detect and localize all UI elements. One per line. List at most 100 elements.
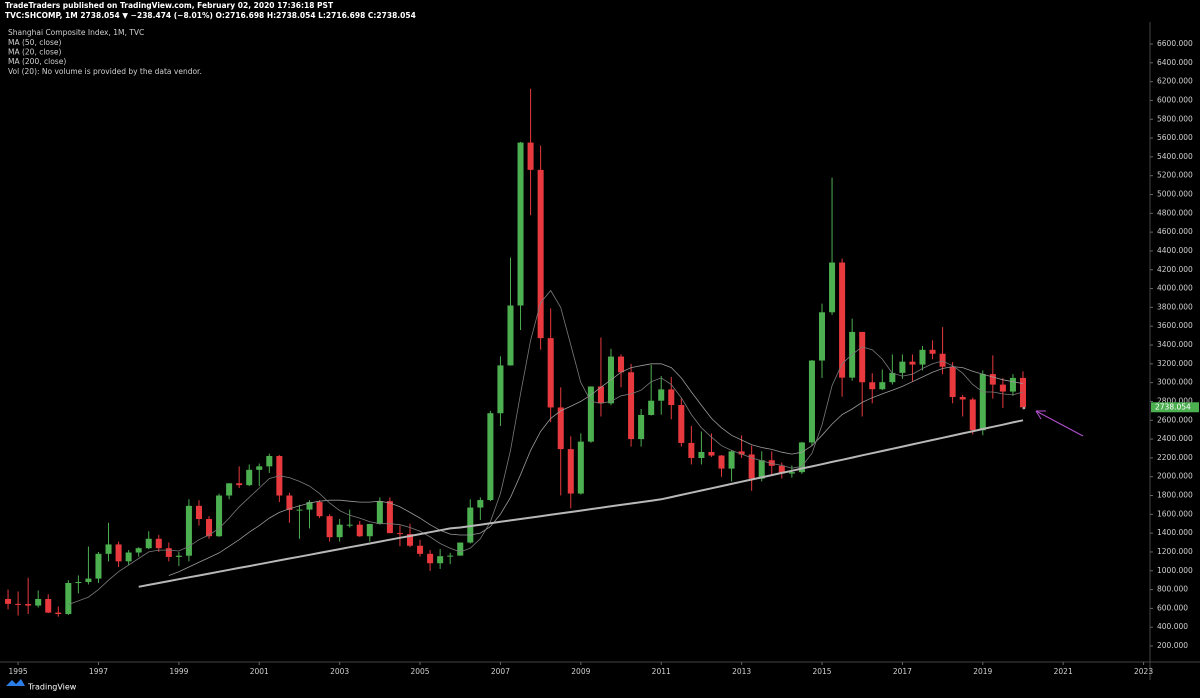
candle-body (517, 142, 524, 306)
candle-body (477, 500, 484, 508)
legend-entry: MA (20, close) (8, 48, 62, 57)
candle-body (417, 545, 424, 554)
y-tick-label: 5400.000 (1157, 152, 1193, 161)
candle-body (899, 361, 906, 373)
candle-body (95, 553, 102, 579)
candle-body (668, 389, 675, 406)
candle-body (718, 455, 725, 469)
candle-body (226, 483, 233, 496)
candle-body (386, 501, 393, 534)
candle-body (346, 524, 353, 526)
candle-body (246, 469, 253, 486)
header-publisher: TradeTraders published on TradingView.co… (5, 1, 334, 10)
x-tick-label: 2023 (1134, 667, 1153, 676)
x-tick-label: 2021 (1054, 667, 1073, 676)
y-tick-label: 3200.000 (1157, 359, 1193, 368)
y-tick-label: 3800.000 (1157, 302, 1193, 311)
candle-body (919, 349, 926, 365)
candle-body (336, 524, 343, 538)
candle-body (829, 262, 836, 313)
y-tick-label: 5800.000 (1157, 114, 1193, 123)
y-tick-label: 1000.000 (1157, 566, 1193, 575)
candle-body (638, 414, 645, 440)
candle-body (859, 331, 866, 383)
candle-body (738, 451, 745, 455)
x-tick-label: 1995 (9, 667, 28, 676)
candle-body (889, 372, 896, 383)
x-tick-label: 2007 (491, 667, 510, 676)
candle-body (55, 612, 62, 615)
candle-body (155, 538, 162, 549)
candle-body (256, 466, 263, 470)
y-tick-label: 5000.000 (1157, 190, 1193, 199)
candle-body (728, 451, 735, 469)
candle-body (1009, 377, 1016, 392)
candle-body (5, 598, 12, 604)
moving-average-line (138, 419, 1024, 588)
candle-body (949, 366, 956, 398)
y-tick-label: 400.000 (1157, 622, 1188, 631)
y-tick-label: 1600.000 (1157, 509, 1193, 518)
candle-body (45, 598, 52, 613)
candle-body (597, 386, 604, 404)
candle-body (467, 507, 474, 543)
y-tick-label: 4000.000 (1157, 284, 1193, 293)
candle-body (547, 338, 554, 408)
candle-body (557, 407, 564, 450)
candle-body (648, 400, 655, 415)
candle-body (195, 505, 202, 520)
y-tick-label: 1200.000 (1157, 547, 1193, 556)
candle-body (577, 441, 584, 494)
annotation-dot (1022, 406, 1026, 410)
candle-body (979, 374, 986, 431)
candle-body (688, 442, 695, 458)
candle-body (15, 603, 22, 605)
candle-body (175, 555, 182, 557)
candle-body (678, 405, 685, 443)
candle-body (567, 449, 574, 494)
x-tick-label: 2015 (812, 667, 831, 676)
candle-body (326, 516, 333, 538)
candle-body (929, 349, 936, 354)
candle-body (25, 604, 32, 606)
y-tick-label: 200.000 (1157, 641, 1188, 650)
candle-body (758, 460, 765, 479)
annotation-arrow (1035, 410, 1084, 437)
y-tick-label: 2600.000 (1157, 415, 1193, 424)
candle-body (839, 262, 846, 378)
candle-body (939, 353, 946, 367)
y-tick-label: 2400.000 (1157, 434, 1193, 443)
candle-body (406, 534, 414, 546)
y-tick-label: 6200.000 (1157, 77, 1193, 86)
candle-body (356, 524, 363, 537)
x-tick-label: 2009 (571, 667, 590, 676)
y-tick-label: 2200.000 (1157, 453, 1193, 462)
moving-average-line (168, 363, 1024, 576)
candle-body (487, 413, 494, 501)
candle-body (527, 142, 534, 170)
candle-body (788, 472, 795, 474)
candle-body (497, 365, 504, 414)
candle-body (879, 382, 886, 390)
candle-body (768, 460, 775, 466)
candle-body (999, 384, 1006, 392)
y-tick-label: 1800.000 (1157, 491, 1193, 500)
last-price-label: 2738.054 (1155, 402, 1191, 411)
candle-body (366, 524, 373, 537)
candle-body (376, 501, 383, 525)
candle-body (698, 451, 705, 458)
candle-body (115, 544, 122, 562)
legend-entry: MA (200, close) (8, 57, 66, 66)
plot-area: 200.000 400.000 600.000 800.000 1000.000 1200… (5, 39, 1193, 676)
y-tick-label: 4200.000 (1157, 265, 1193, 274)
y-tick-label: 2800.000 (1157, 396, 1193, 405)
candle-body (105, 544, 112, 554)
x-tick-label: 1997 (89, 667, 108, 676)
last-price-box (1151, 402, 1199, 413)
candle-body (396, 533, 403, 535)
y-tick-label: 6000.000 (1157, 95, 1193, 104)
candle-body (818, 312, 826, 361)
candle-body (959, 397, 966, 400)
candle-body (969, 399, 976, 431)
